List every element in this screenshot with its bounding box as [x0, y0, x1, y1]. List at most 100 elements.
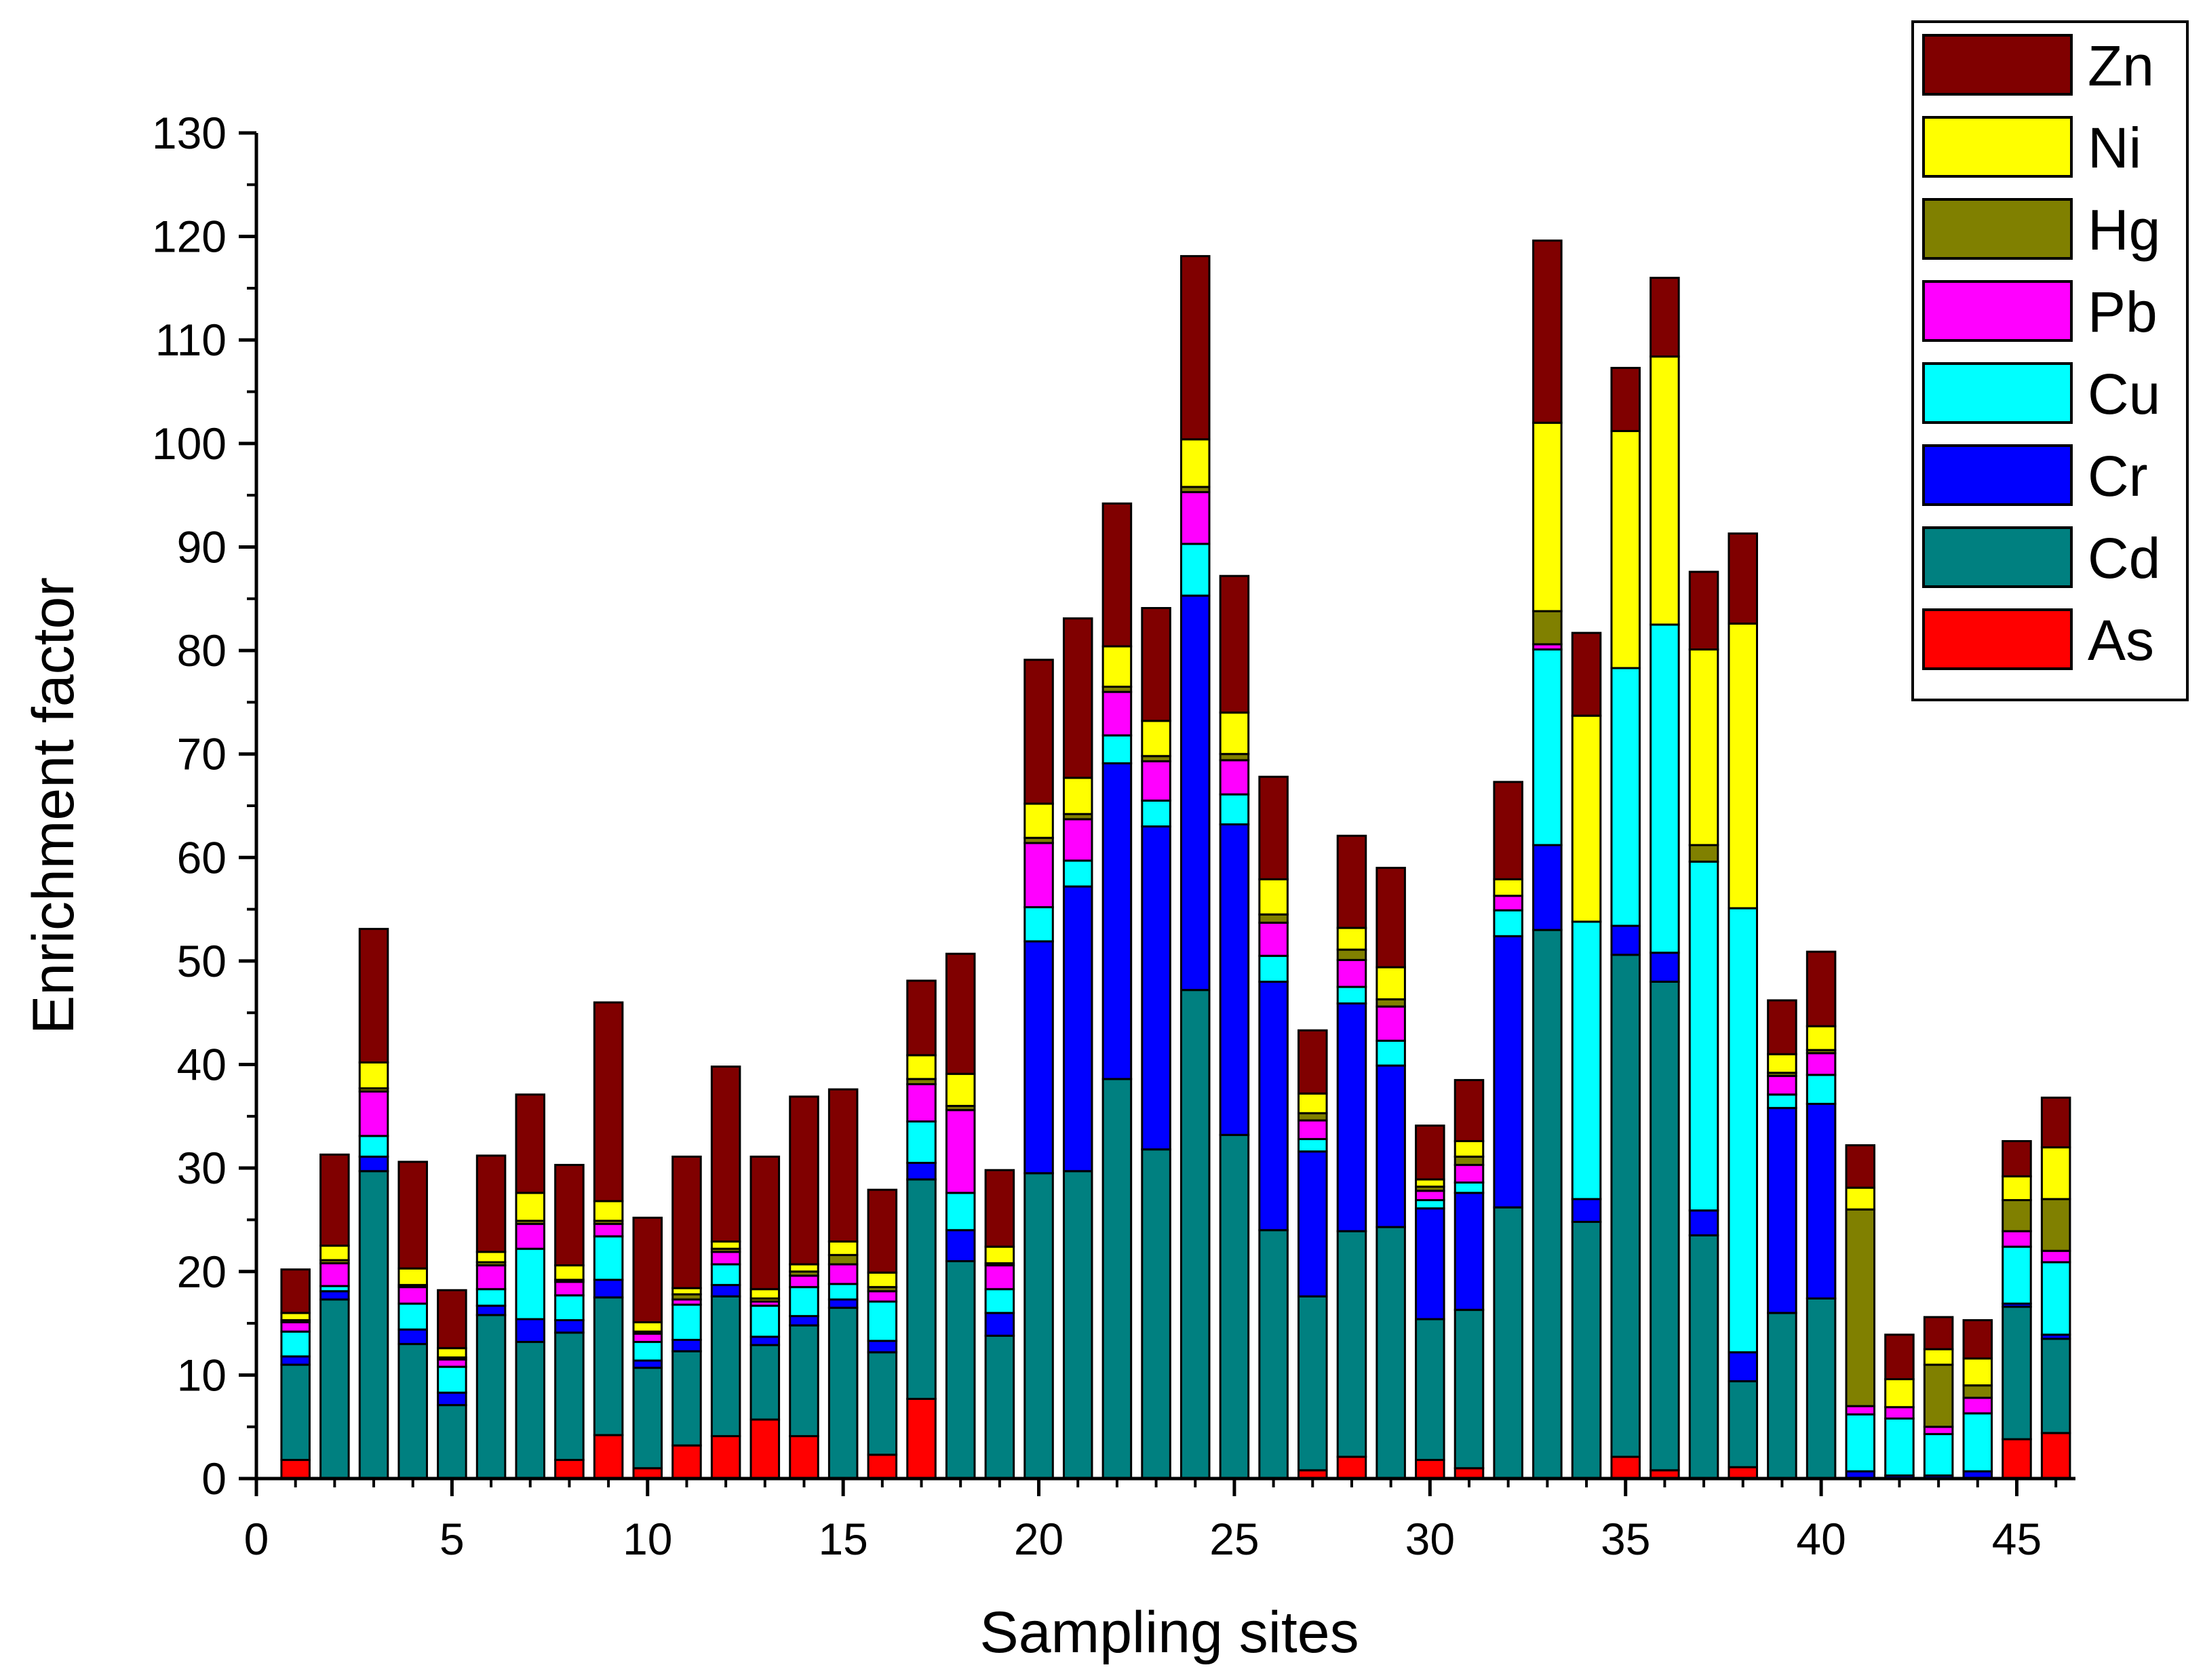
- bar-segment-cr-site-16: [867, 1340, 898, 1354]
- bar-segment-zn-site-31: [1453, 1078, 1485, 1142]
- bar-segment-pb-site-17: [906, 1083, 937, 1122]
- bar-segment-cd-site-39: [1767, 1312, 1797, 1480]
- bar-segment-ni-site-32: [1493, 878, 1523, 897]
- bar-segment-cr-site-34: [1571, 1198, 1602, 1224]
- bar-segment-cu-site-44: [1962, 1412, 1993, 1472]
- bar-segment-as-site-14: [789, 1434, 819, 1480]
- bar-segment-cd-site-2: [319, 1298, 350, 1480]
- bar-segment-cu-site-41: [1845, 1413, 1876, 1472]
- x-tick-label: 45: [1992, 1514, 2042, 1564]
- legend-swatch-hg: [1922, 198, 2073, 260]
- y-tick-label: 0: [201, 1453, 227, 1504]
- bar-segment-cr-site-22: [1101, 762, 1133, 1080]
- bar-segment-pb-site-27: [1297, 1119, 1328, 1140]
- bar-segment-cr-site-23: [1141, 825, 1171, 1151]
- bar-segment-cd-site-46: [2040, 1337, 2071, 1434]
- bar-segment-cu-site-33: [1532, 648, 1563, 846]
- bar-segment-cu-site-29: [1375, 1039, 1406, 1067]
- bar-segment-cd-site-28: [1336, 1230, 1367, 1458]
- bar-segment-pb-site-40: [1806, 1052, 1837, 1076]
- bar-segment-zn-site-12: [710, 1066, 741, 1243]
- bar-segment-zn-site-9: [593, 1001, 624, 1203]
- bar-segment-ni-site-9: [593, 1200, 624, 1222]
- bar-segment-pb-site-45: [2002, 1230, 2032, 1248]
- bar-segment-zn-site-41: [1845, 1144, 1876, 1189]
- bar-segment-cu-site-24: [1179, 543, 1211, 597]
- bar-segment-as-site-17: [906, 1397, 937, 1480]
- bar-segment-ni-site-5: [437, 1347, 467, 1359]
- legend-swatch-zn: [1922, 34, 2073, 96]
- bar-segment-cu-site-4: [397, 1302, 428, 1331]
- bar-segment-ni-site-6: [475, 1251, 507, 1264]
- x-tick-label: 35: [1601, 1514, 1650, 1564]
- bar-segment-ni-site-15: [827, 1241, 859, 1256]
- bar-segment-ni-site-19: [984, 1245, 1015, 1265]
- y-tick-label: 30: [177, 1143, 227, 1193]
- bar-segment-cr-site-6: [475, 1304, 507, 1316]
- bar-segment-ni-site-43: [1923, 1348, 1954, 1366]
- bar-segment-zn-site-38: [1728, 532, 1759, 625]
- bar-segment-cu-site-11: [671, 1304, 702, 1341]
- bar-segment-zn-site-3: [358, 928, 389, 1063]
- bar-segment-cu-site-8: [554, 1294, 585, 1321]
- bar-segment-cd-site-6: [475, 1314, 507, 1480]
- bar-segment-pb-site-31: [1453, 1164, 1485, 1184]
- y-tick-label: 130: [152, 108, 227, 158]
- bar-segment-ni-site-7: [515, 1192, 546, 1222]
- bar-segment-cu-site-26: [1258, 954, 1289, 983]
- x-tick-label: 25: [1209, 1514, 1259, 1564]
- bar-segment-zn-site-20: [1023, 659, 1054, 805]
- bar-segment-as-site-1: [280, 1459, 311, 1480]
- bar-segment-cu-site-16: [867, 1300, 898, 1342]
- bar-segment-zn-site-29: [1375, 867, 1406, 969]
- x-tick-label: 30: [1405, 1514, 1455, 1564]
- bar-segment-hg-site-26: [1258, 913, 1289, 924]
- bar-segment-cu-site-43: [1923, 1432, 1954, 1477]
- bar-segment-ni-site-41: [1845, 1186, 1876, 1211]
- bar-segment-pb-site-14: [789, 1274, 819, 1289]
- bar-segment-zn-site-7: [515, 1093, 546, 1194]
- bar-segment-zn-site-17: [906, 979, 937, 1057]
- bar-segment-ni-site-39: [1767, 1053, 1797, 1074]
- bar-segment-cu-site-15: [827, 1283, 859, 1301]
- bar-segment-cu-site-10: [632, 1341, 663, 1362]
- bar-segment-zn-site-4: [397, 1160, 428, 1270]
- legend-swatch-ni: [1922, 116, 2073, 178]
- y-tick-label: 100: [152, 418, 227, 469]
- bar-segment-ni-site-10: [632, 1321, 663, 1333]
- bar-segment-hg-site-41: [1845, 1208, 1876, 1407]
- bar-segment-cd-site-25: [1219, 1133, 1250, 1480]
- bar-segment-cd-site-40: [1806, 1297, 1837, 1480]
- bar-segment-cd-site-18: [945, 1260, 976, 1480]
- x-tick-label: 40: [1796, 1514, 1846, 1564]
- bar-segment-cd-site-24: [1179, 989, 1211, 1480]
- bar-segment-cu-site-13: [749, 1304, 781, 1338]
- bar-segment-ni-site-22: [1101, 645, 1133, 688]
- y-tick-label: 90: [177, 522, 227, 572]
- bar-segment-pb-site-42: [1884, 1406, 1915, 1420]
- bar-segment-cr-site-37: [1688, 1209, 1719, 1236]
- bar-segment-cd-site-9: [593, 1296, 624, 1437]
- bar-segment-cr-site-26: [1258, 980, 1289, 1232]
- bar-segment-ni-site-36: [1650, 355, 1680, 626]
- bar-segment-pb-site-7: [515, 1223, 546, 1250]
- bar-segment-cr-site-31: [1453, 1192, 1485, 1311]
- legend-swatch-cd: [1922, 526, 2073, 588]
- y-tick-label: 20: [177, 1247, 227, 1297]
- bar-segment-cu-site-27: [1297, 1137, 1328, 1153]
- legend: Zn Ni Hg Pb Cu Cr Cd As: [1911, 20, 2189, 701]
- bar-segment-cd-site-19: [984, 1334, 1015, 1480]
- bar-segment-cr-site-18: [945, 1229, 976, 1263]
- bar-segment-as-site-11: [671, 1444, 702, 1480]
- bar-segment-cu-site-1: [280, 1330, 311, 1358]
- bar-segment-pb-site-12: [710, 1251, 741, 1266]
- bar-segment-ni-site-38: [1728, 622, 1759, 910]
- bar-segment-cr-site-14: [789, 1314, 819, 1327]
- bar-segment-cr-site-17: [906, 1162, 937, 1181]
- legend-label-cr: Cr: [2088, 444, 2148, 508]
- bar-segment-cr-site-30: [1415, 1207, 1445, 1321]
- legend-label-cu: Cu: [2088, 362, 2160, 426]
- bar-segment-pb-site-18: [945, 1109, 976, 1194]
- bar-segment-cd-site-8: [554, 1331, 585, 1462]
